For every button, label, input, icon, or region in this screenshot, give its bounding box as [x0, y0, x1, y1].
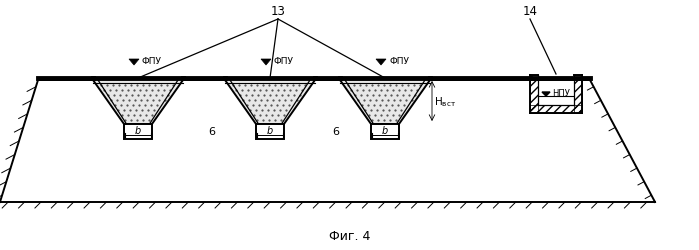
- Polygon shape: [225, 80, 315, 124]
- Bar: [371, 124, 399, 139]
- Polygon shape: [376, 59, 386, 65]
- Polygon shape: [129, 59, 139, 65]
- Text: ФПУ: ФПУ: [274, 58, 294, 66]
- Text: $\mathrm{H}_{\mathrm{вст}}$: $\mathrm{H}_{\mathrm{вст}}$: [434, 95, 456, 109]
- Text: b: b: [382, 126, 388, 136]
- Text: ФПУ: ФПУ: [142, 58, 162, 66]
- Text: b: b: [267, 126, 273, 136]
- Polygon shape: [340, 80, 430, 124]
- Polygon shape: [93, 80, 183, 124]
- Text: 14: 14: [522, 5, 538, 18]
- Bar: [124, 124, 152, 139]
- Bar: [574, 75, 582, 113]
- Text: НПУ: НПУ: [552, 90, 570, 98]
- Bar: [530, 105, 582, 113]
- Polygon shape: [261, 59, 271, 65]
- Polygon shape: [542, 92, 550, 96]
- Bar: [530, 75, 538, 113]
- Text: ФПУ: ФПУ: [389, 58, 409, 66]
- Text: b: b: [135, 126, 141, 136]
- Text: 6: 6: [208, 127, 215, 137]
- Bar: [256, 124, 284, 139]
- Text: Фиг. 4: Фиг. 4: [329, 230, 370, 242]
- Text: 6: 6: [332, 127, 339, 137]
- Text: 13: 13: [271, 5, 285, 18]
